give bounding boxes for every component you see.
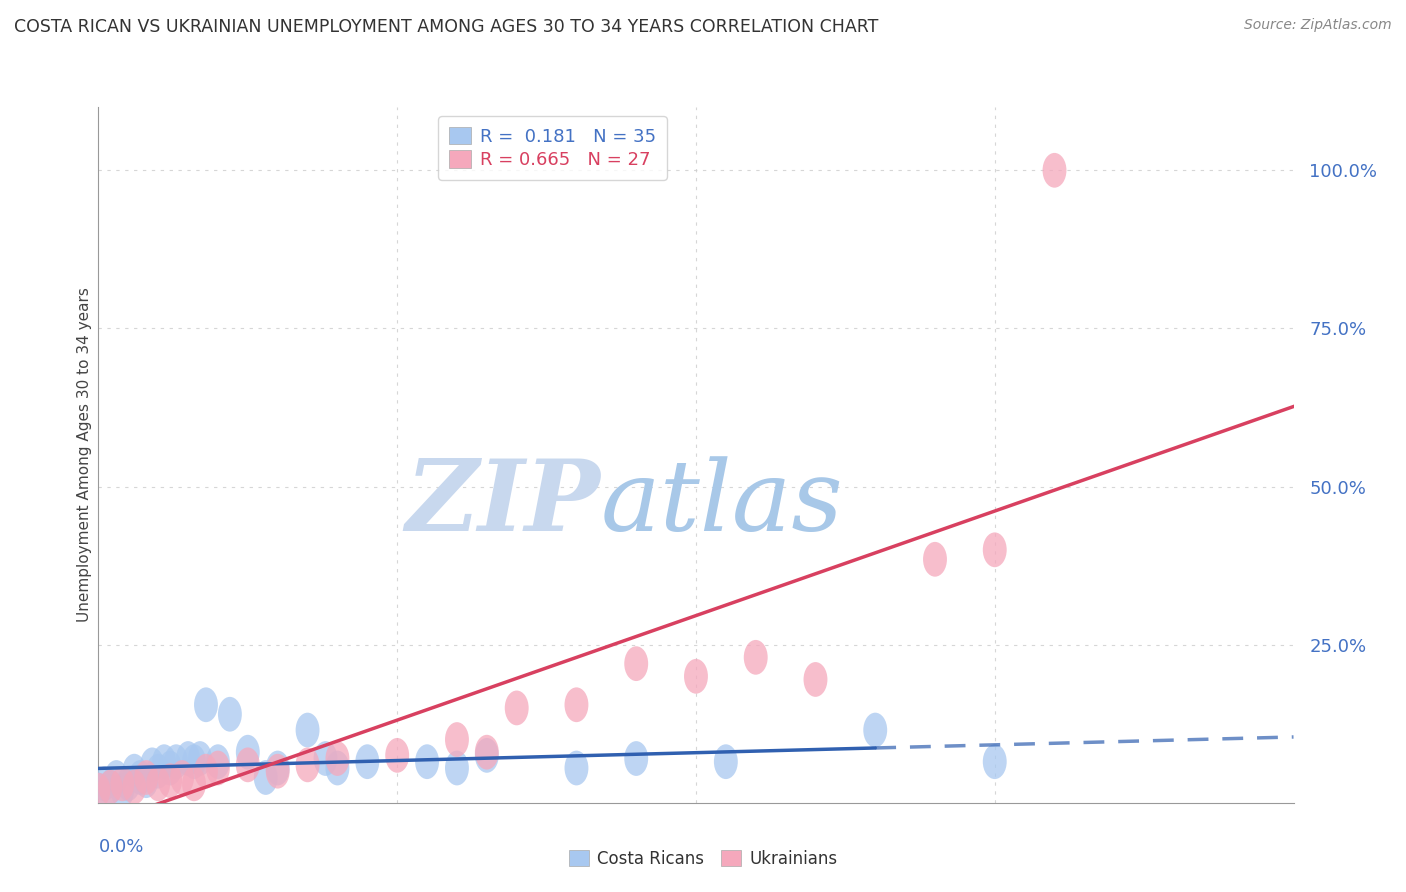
Ellipse shape <box>152 744 176 779</box>
Ellipse shape <box>183 744 207 779</box>
Text: ZIP: ZIP <box>405 456 600 552</box>
Ellipse shape <box>218 697 242 731</box>
Ellipse shape <box>236 735 260 770</box>
Ellipse shape <box>141 747 165 782</box>
Y-axis label: Unemployment Among Ages 30 to 34 years: Unemployment Among Ages 30 to 34 years <box>77 287 91 623</box>
Ellipse shape <box>93 766 117 801</box>
Ellipse shape <box>624 646 648 681</box>
Ellipse shape <box>326 751 350 786</box>
Ellipse shape <box>624 741 648 776</box>
Ellipse shape <box>295 747 319 782</box>
Ellipse shape <box>266 754 290 789</box>
Ellipse shape <box>159 764 183 798</box>
Ellipse shape <box>207 744 231 779</box>
Ellipse shape <box>314 741 337 776</box>
Ellipse shape <box>194 688 218 723</box>
Ellipse shape <box>111 772 135 807</box>
Ellipse shape <box>804 662 827 697</box>
Ellipse shape <box>326 741 350 776</box>
Ellipse shape <box>117 766 141 801</box>
Ellipse shape <box>128 760 152 795</box>
Ellipse shape <box>236 747 260 782</box>
Ellipse shape <box>165 744 188 779</box>
Ellipse shape <box>983 533 1007 567</box>
Ellipse shape <box>122 770 146 805</box>
Ellipse shape <box>87 772 111 807</box>
Ellipse shape <box>565 751 589 786</box>
Ellipse shape <box>444 751 470 786</box>
Ellipse shape <box>475 738 499 772</box>
Ellipse shape <box>505 690 529 725</box>
Ellipse shape <box>176 741 200 776</box>
Text: atlas: atlas <box>600 456 844 551</box>
Text: COSTA RICAN VS UKRAINIAN UNEMPLOYMENT AMONG AGES 30 TO 34 YEARS CORRELATION CHAR: COSTA RICAN VS UKRAINIAN UNEMPLOYMENT AM… <box>14 18 879 36</box>
Ellipse shape <box>135 760 159 795</box>
Ellipse shape <box>475 735 499 770</box>
Ellipse shape <box>415 744 439 779</box>
Ellipse shape <box>135 764 159 798</box>
Ellipse shape <box>146 754 170 789</box>
Ellipse shape <box>87 772 111 807</box>
Ellipse shape <box>111 766 135 801</box>
Text: 0.0%: 0.0% <box>98 838 143 855</box>
Ellipse shape <box>159 751 183 786</box>
Ellipse shape <box>922 541 948 577</box>
Ellipse shape <box>146 766 170 801</box>
Ellipse shape <box>183 766 207 801</box>
Ellipse shape <box>744 640 768 674</box>
Ellipse shape <box>356 744 380 779</box>
Ellipse shape <box>983 744 1007 779</box>
Ellipse shape <box>122 754 146 789</box>
Ellipse shape <box>188 741 212 776</box>
Ellipse shape <box>295 713 319 747</box>
Ellipse shape <box>685 659 709 694</box>
Ellipse shape <box>266 751 290 786</box>
Ellipse shape <box>565 688 589 723</box>
Ellipse shape <box>194 754 218 789</box>
Ellipse shape <box>98 770 122 805</box>
Legend: R =  0.181   N = 35, R = 0.665   N = 27: R = 0.181 N = 35, R = 0.665 N = 27 <box>439 116 666 180</box>
Legend: Costa Ricans, Ukrainians: Costa Ricans, Ukrainians <box>562 844 844 875</box>
Ellipse shape <box>385 738 409 772</box>
Ellipse shape <box>207 751 231 786</box>
Ellipse shape <box>104 760 128 795</box>
Ellipse shape <box>714 744 738 779</box>
Ellipse shape <box>98 770 122 805</box>
Ellipse shape <box>170 760 194 795</box>
Ellipse shape <box>863 713 887 747</box>
Ellipse shape <box>254 760 278 795</box>
Ellipse shape <box>444 723 470 757</box>
Text: Source: ZipAtlas.com: Source: ZipAtlas.com <box>1244 18 1392 32</box>
Ellipse shape <box>1043 153 1067 187</box>
